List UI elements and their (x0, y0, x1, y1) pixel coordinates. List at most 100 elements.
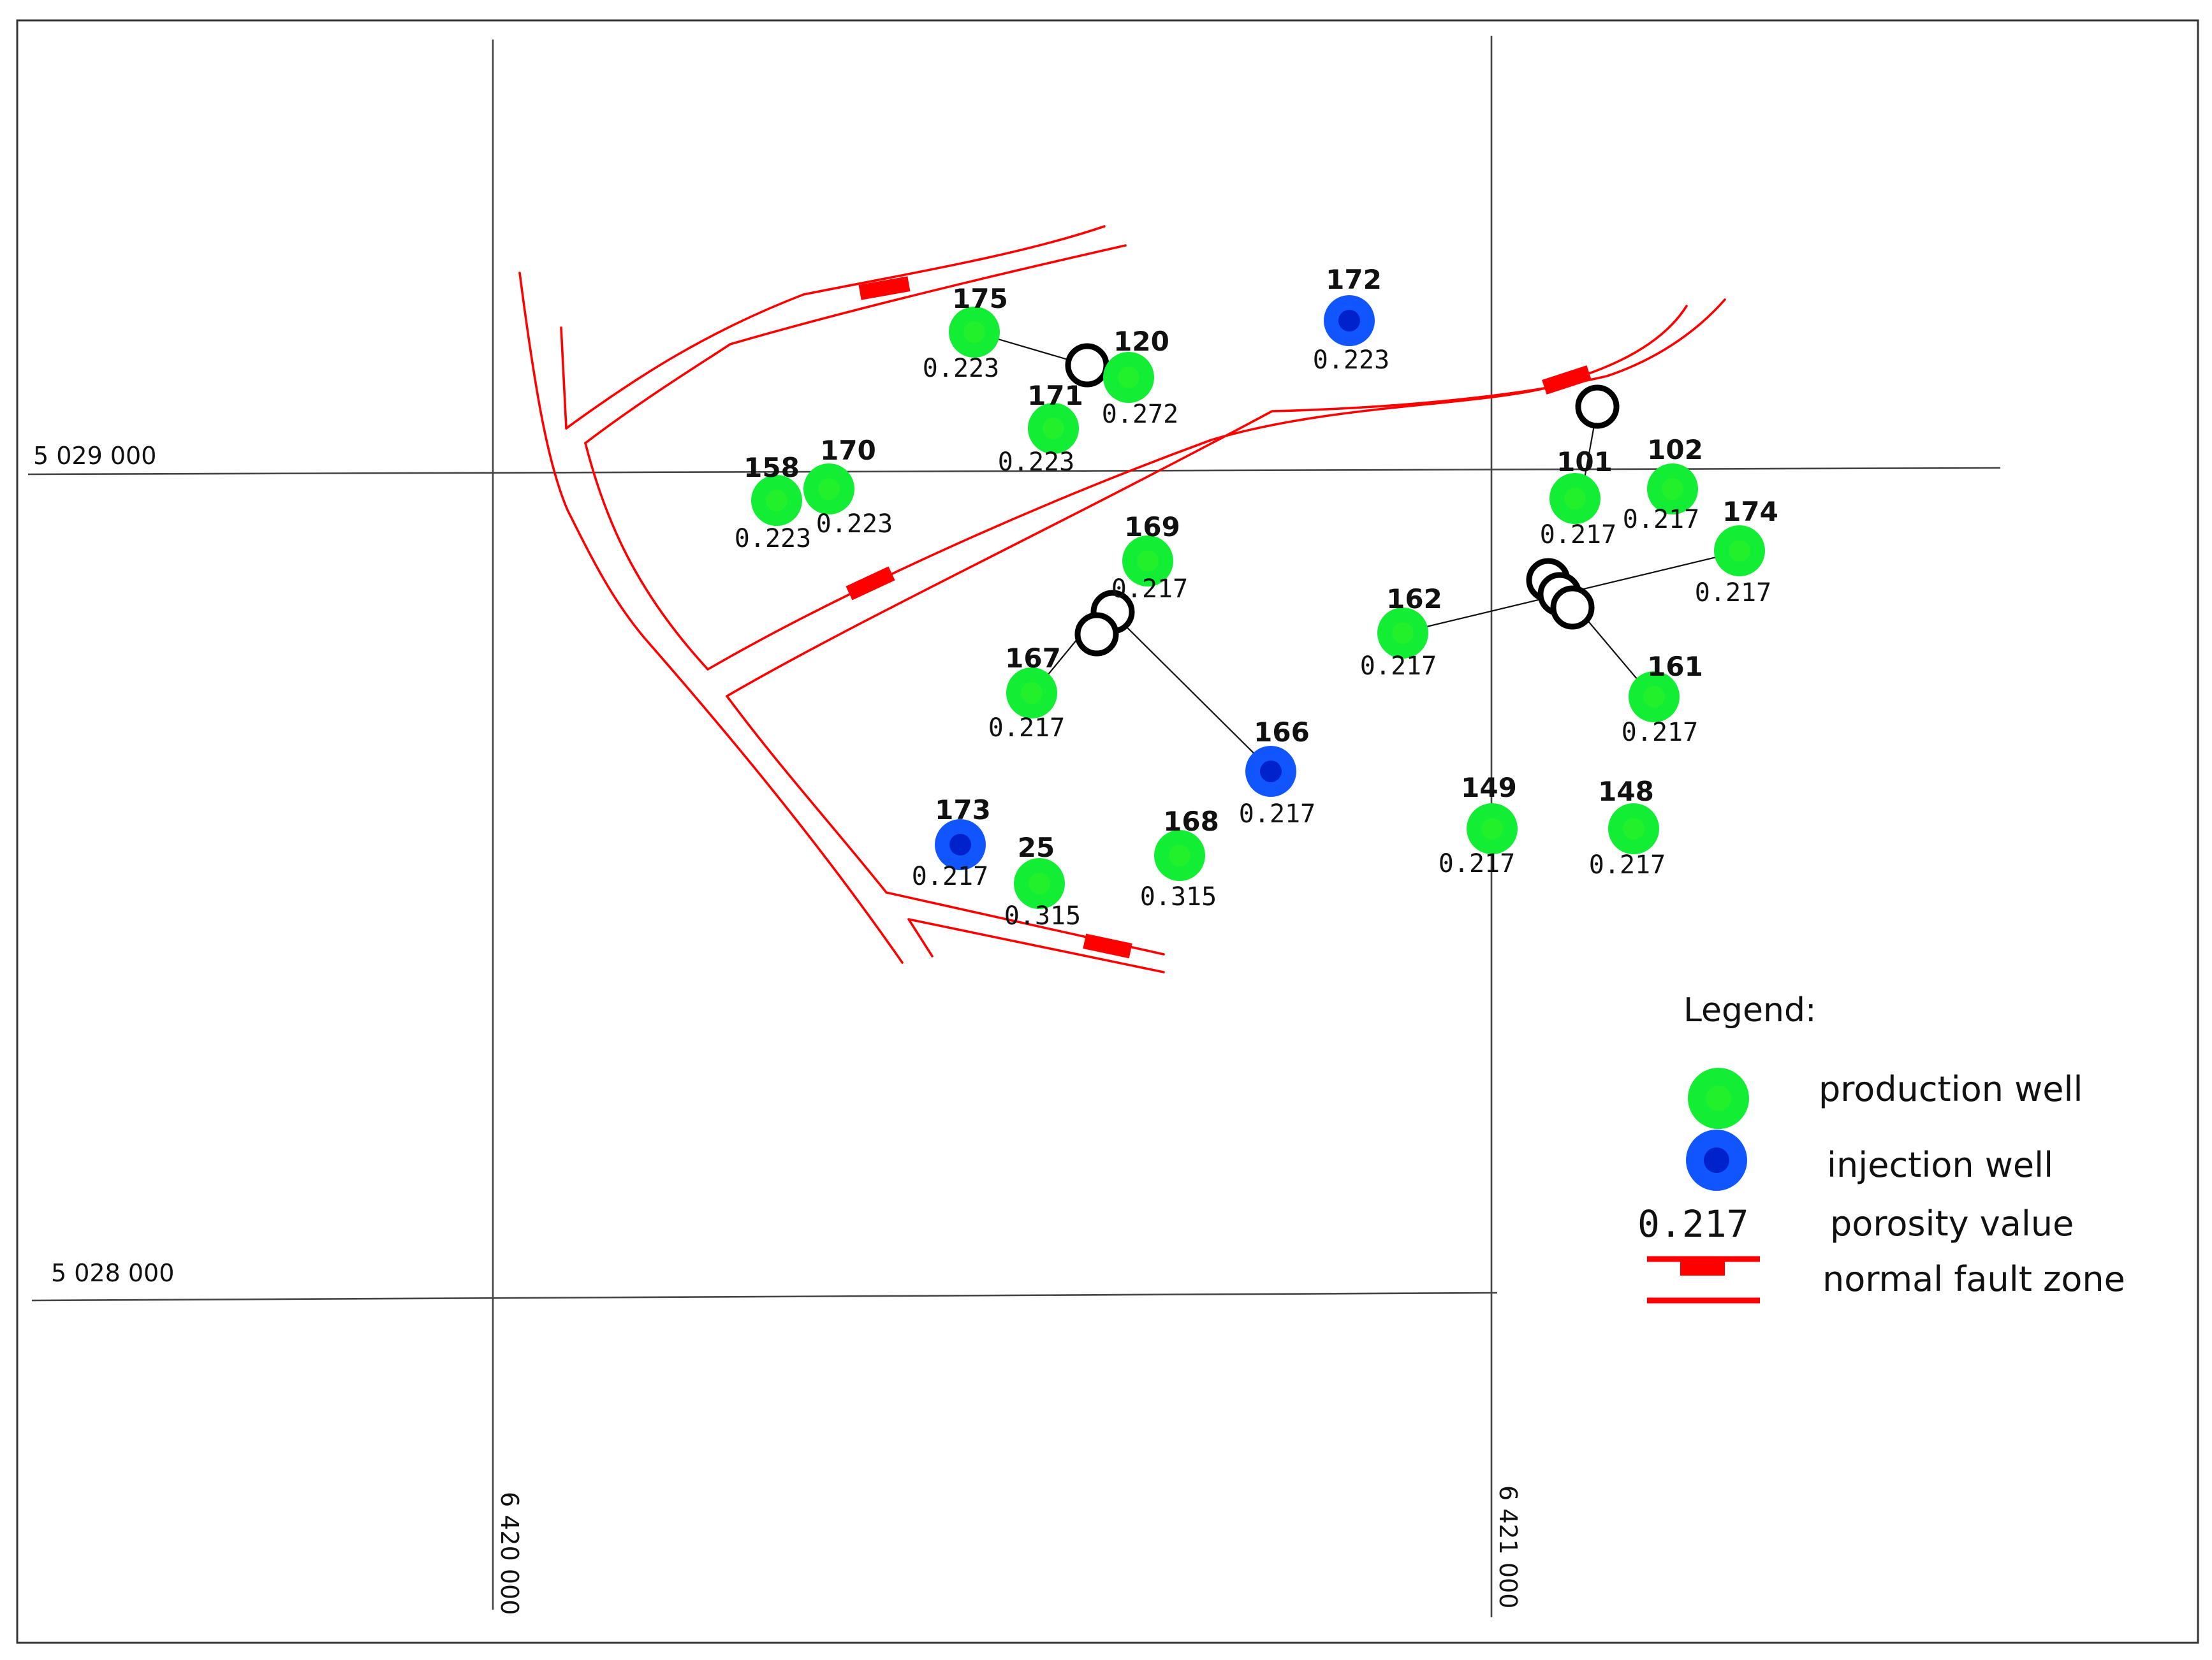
junction-marker (1074, 612, 1119, 657)
well-marker-core (1043, 418, 1064, 439)
well-id-label: 158 (743, 452, 800, 483)
well[interactable]: 169 0.217 (1111, 511, 1188, 604)
well-id-label: 102 (1647, 434, 1703, 465)
well-id-label: 170 (820, 435, 876, 466)
well-porosity-label: 0.223 (735, 524, 811, 553)
well-porosity-label: 0.217 (1111, 574, 1188, 604)
well-marker-core (766, 490, 787, 511)
well-marker-core (1481, 818, 1503, 840)
legend-fault-label: normal fault zone (1822, 1259, 2125, 1299)
well-id-label: 149 (1461, 772, 1517, 803)
well[interactable]: 174 0.217 (1695, 496, 1778, 608)
well-marker-core (1338, 310, 1360, 331)
well[interactable]: 167 0.217 (988, 643, 1065, 743)
well-id-label: 101 (1556, 446, 1613, 477)
fault-tick (858, 276, 911, 300)
well-porosity-label: 0.217 (1622, 718, 1698, 747)
well-marker-core (1021, 682, 1043, 704)
well[interactable]: 171 0.223 (998, 380, 1083, 477)
well-marker-core (1029, 873, 1050, 894)
well[interactable]: 25 0.315 (1004, 832, 1081, 931)
well-id-label: 120 (1113, 326, 1169, 357)
well-id-label: 162 (1386, 583, 1442, 615)
legend-fault-icon (1647, 1256, 1760, 1304)
well-id-label: 167 (1005, 643, 1061, 674)
legend-production-label: production well (1819, 1069, 2083, 1109)
well-id-label: 175 (952, 283, 1008, 314)
well[interactable]: 161 0.217 (1622, 651, 1703, 747)
well-marker-core (1643, 686, 1665, 708)
fault-tick (1542, 365, 1592, 395)
fault-north-line-b (584, 244, 1127, 444)
well[interactable]: 170 0.223 (803, 435, 893, 539)
legend-title: Legend: (1683, 991, 1817, 1030)
well-porosity-label: 0.217 (988, 713, 1065, 743)
well-marker-core (1169, 845, 1190, 866)
fault-west-line-b (584, 442, 709, 671)
well[interactable]: 158 0.223 (735, 452, 811, 553)
wells: 175 0.223 120 0.272 171 0.223 172 0.223 … (735, 264, 1778, 931)
well[interactable]: 148 0.217 (1589, 776, 1666, 880)
well-porosity-label: 0.217 (1360, 652, 1437, 681)
well-marker-core (1623, 818, 1644, 840)
well-marker-core (1260, 761, 1282, 782)
fault-tick (846, 566, 895, 601)
well-marker-core (1392, 622, 1414, 644)
well[interactable]: 101 0.217 (1540, 446, 1616, 550)
fault-west-line-a (518, 272, 904, 964)
well[interactable]: 102 0.217 (1623, 434, 1703, 534)
well-id-label: 173 (935, 794, 991, 826)
well-porosity-label: 0.223 (923, 354, 999, 383)
well-marker-core (1564, 488, 1586, 509)
junction-marker (1550, 585, 1595, 630)
legend-injection-label: injection well (1827, 1145, 2053, 1185)
junction-marker (1575, 384, 1620, 429)
well-porosity-label: 0.223 (816, 509, 893, 539)
well-porosity-label: 0.217 (1239, 799, 1315, 829)
grid-line-northing-5028000 (31, 1292, 1498, 1302)
well[interactable]: 162 0.217 (1360, 583, 1442, 681)
well-porosity-label: 0.217 (1540, 520, 1616, 550)
well[interactable]: 175 0.223 (923, 283, 1008, 383)
fault-zones (518, 225, 1726, 973)
well-marker-core (1729, 540, 1750, 562)
well-marker-core (818, 478, 840, 500)
northing-label-5029000: 5 029 000 (33, 442, 156, 470)
well-porosity-label: 0.217 (1695, 578, 1771, 608)
well[interactable]: 120 0.272 (1102, 326, 1178, 429)
well[interactable]: 173 0.217 (912, 794, 991, 891)
well[interactable]: 172 0.223 (1313, 264, 1389, 375)
well-porosity-label: 0.217 (912, 862, 988, 891)
northing-label-5028000: 5 028 000 (51, 1259, 174, 1287)
junction-markers (1065, 343, 1620, 657)
well-porosity-label: 0.315 (1140, 882, 1217, 912)
junction-marker (1065, 343, 1110, 388)
legend: Legend: production well injection well 0… (1637, 991, 2125, 1304)
legend-production-well-icon-core (1706, 1086, 1731, 1111)
well-porosity-label: 0.223 (998, 448, 1074, 477)
well-id-label: 25 (1018, 832, 1055, 863)
well[interactable]: 149 0.217 (1439, 772, 1518, 878)
well-porosity-label: 0.315 (1004, 901, 1081, 931)
fault-tick (1083, 933, 1132, 959)
fault-central-line-a (707, 305, 1688, 671)
well-connections (974, 331, 1738, 771)
easting-label-6420000: 6 420 000 (495, 1492, 524, 1615)
legend-porosity-sample: 0.217 (1637, 1202, 1749, 1246)
fault-west-line-d (907, 918, 1165, 973)
legend-injection-well-icon-core (1704, 1147, 1729, 1173)
well-id-label: 174 (1722, 496, 1778, 527)
well-id-label: 166 (1254, 717, 1310, 748)
well[interactable]: 168 0.315 (1140, 806, 1219, 912)
fault-west-line-c (726, 695, 1165, 956)
well-id-label: 172 (1326, 264, 1382, 295)
well-marker-core (1662, 478, 1683, 500)
well[interactable]: 166 0.217 (1239, 717, 1315, 829)
well-id-label: 171 (1027, 380, 1083, 411)
well-marker-core (963, 321, 985, 343)
well-marker-core (1118, 367, 1139, 388)
well-porosity-label: 0.217 (1439, 849, 1515, 878)
fault-central-line-b (726, 298, 1726, 697)
well-porosity-label: 0.272 (1102, 400, 1178, 429)
